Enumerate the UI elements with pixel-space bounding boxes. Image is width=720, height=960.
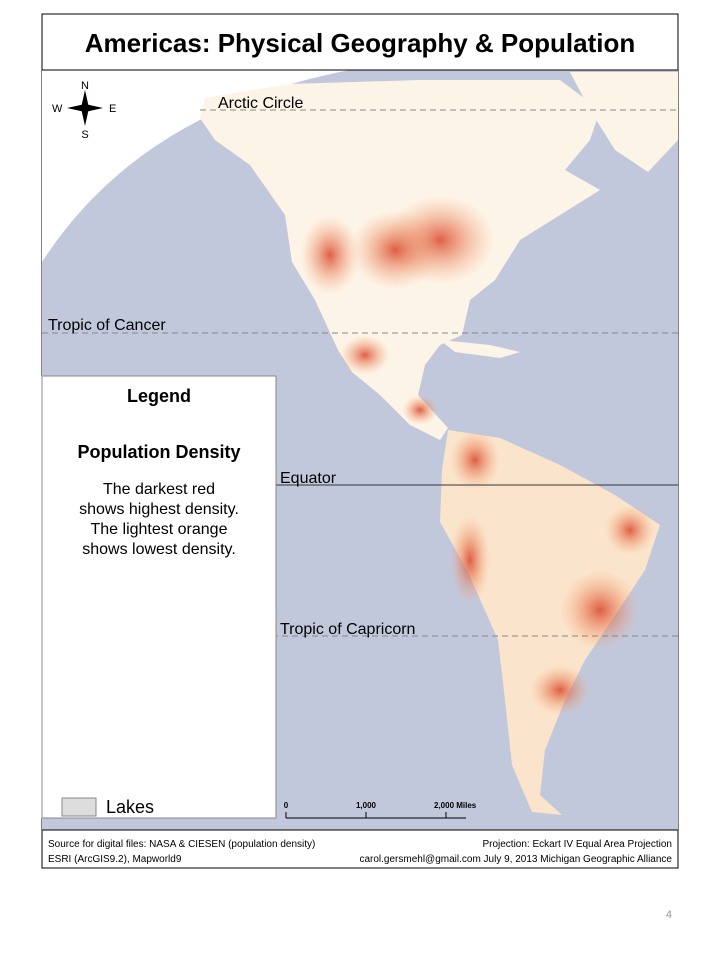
equator-label: Equator: [280, 470, 337, 487]
footer-left: Source for digital files: NASA & CIESEN …: [48, 839, 315, 850]
title: Americas: Physical Geography & Populatio…: [85, 28, 635, 58]
caribbean: [440, 340, 520, 358]
arctic-label: Arctic Circle: [218, 95, 303, 112]
greenland: [570, 72, 678, 172]
compass-n: N: [81, 80, 89, 92]
capricorn-label: Tropic of Capricorn: [280, 621, 415, 638]
scale-bar: 0 1,000 2,000 Miles: [284, 801, 477, 819]
compass-w: W: [52, 103, 63, 115]
footer-right: carol.gersmehl@gmail.com July 9, 2013 Mi…: [359, 854, 672, 865]
south-america: [440, 430, 660, 815]
compass: N S E W: [52, 80, 116, 141]
scale-label: 0: [284, 801, 289, 810]
compass-s: S: [81, 129, 88, 141]
population-density: [300, 195, 655, 715]
legend-text: The darkest red: [103, 481, 215, 498]
legend-text: The lightest orange: [91, 521, 228, 538]
legend-title: Legend: [127, 386, 191, 406]
off-globe: [42, 70, 350, 262]
legend: Legend Population Density The darkest re…: [41, 375, 277, 819]
compass-e: E: [109, 103, 116, 115]
lakes-label: Lakes: [106, 797, 154, 817]
footer-right: Projection: Eckart IV Equal Area Project…: [482, 839, 672, 850]
legend-text: shows lowest density.: [82, 541, 236, 558]
scale-label: 2,000 Miles: [434, 801, 477, 810]
cancer-label: Tropic of Cancer: [48, 317, 166, 334]
page-number: 4: [666, 909, 672, 921]
legend-text: shows highest density.: [79, 501, 239, 518]
lakes-swatch: [61, 797, 97, 817]
scale-label: 1,000: [356, 801, 377, 810]
legend-subtitle: Population Density: [77, 442, 240, 462]
footer-left: ESRI (ArcGIS9.2), Mapworld9: [48, 854, 182, 865]
